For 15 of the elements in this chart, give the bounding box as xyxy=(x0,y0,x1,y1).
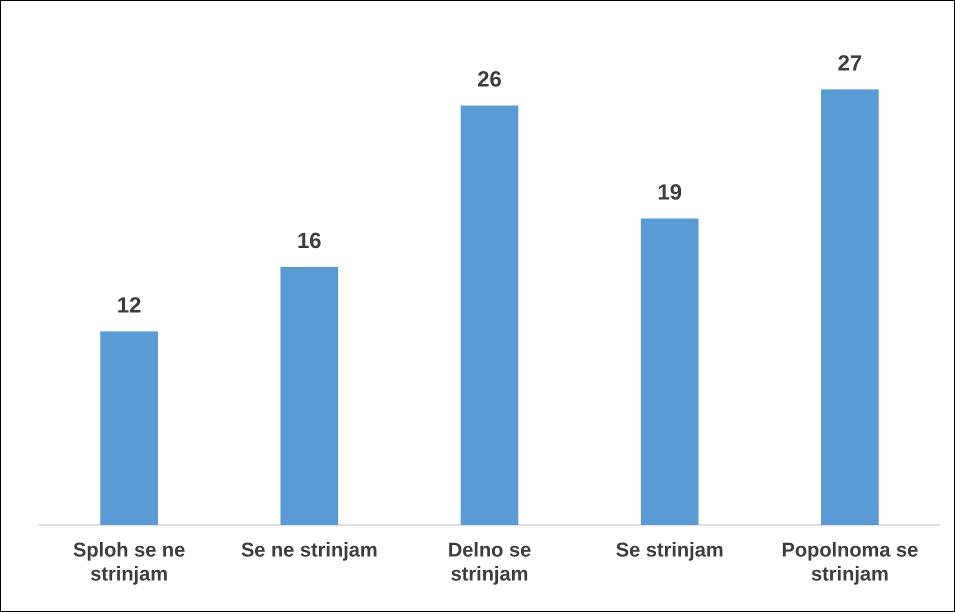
data-label: 26 xyxy=(477,66,502,92)
x-tick-label: Se ne strinjam xyxy=(240,540,378,562)
data-label: 16 xyxy=(297,228,322,253)
data-label: 27 xyxy=(838,50,862,76)
x-tick-label: Sploh se ne strinjam xyxy=(72,540,186,586)
bar xyxy=(100,331,158,525)
bar xyxy=(821,89,879,525)
bar xyxy=(640,218,699,525)
bar xyxy=(280,266,338,525)
x-tick-label: Delno se strinjam xyxy=(448,540,532,586)
data-label: 19 xyxy=(657,180,682,205)
x-tick-label: Se strinjam xyxy=(616,540,724,562)
data-label: 12 xyxy=(116,292,142,318)
bar xyxy=(460,106,518,525)
x-tick-label: Popolnoma se strinjam xyxy=(782,540,918,586)
